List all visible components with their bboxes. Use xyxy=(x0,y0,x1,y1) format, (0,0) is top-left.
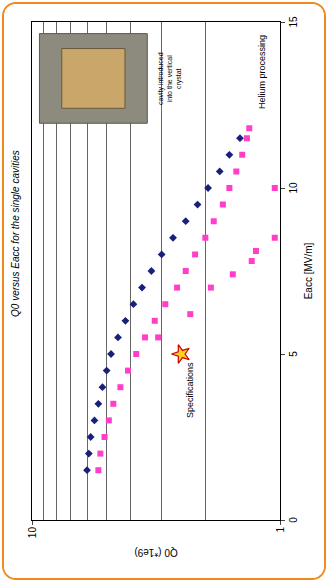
svg-text:Eacc [MV/m]: Eacc [MV/m] xyxy=(303,242,314,299)
svg-text:5: 5 xyxy=(288,351,299,357)
svg-text:10: 10 xyxy=(27,527,38,539)
svg-text:Specifications: Specifications xyxy=(185,362,195,418)
svg-text:cavity introducedinto the vert: cavity introducedinto the verticalcrysta… xyxy=(157,52,183,105)
svg-text:Helium processing: Helium processing xyxy=(257,35,267,109)
svg-text:15: 15 xyxy=(288,16,299,28)
svg-text:Q0 (*1e9): Q0 (*1e9) xyxy=(134,547,177,558)
svg-text:10: 10 xyxy=(288,182,299,194)
svg-text:Q0 versus Eacc for the single: Q0 versus Eacc for the single cavities xyxy=(10,150,21,317)
svg-text:1: 1 xyxy=(275,527,286,533)
svg-text:0: 0 xyxy=(288,517,299,523)
